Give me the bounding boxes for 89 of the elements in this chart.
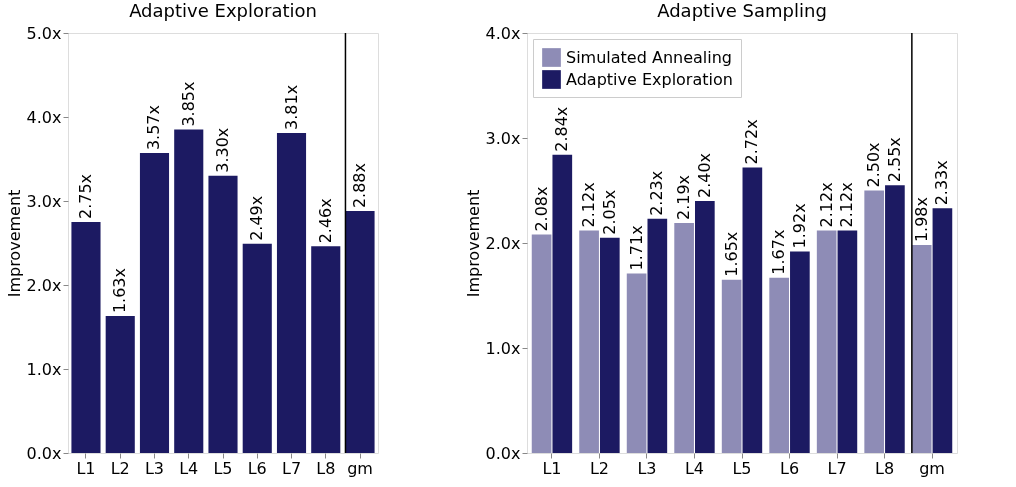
y-tick-label: 4.0x <box>26 107 62 127</box>
data-label: 2.50x <box>864 142 884 188</box>
x-tick-label: L1 <box>76 458 96 478</box>
legend-label: Simulated Annealing <box>566 47 732 67</box>
bar <box>71 222 101 453</box>
x-tick-label: L3 <box>144 458 165 478</box>
x-tick-label: L3 <box>637 458 657 478</box>
bar <box>599 237 620 453</box>
data-label: 2.05x <box>599 189 619 235</box>
bar <box>742 167 763 453</box>
bar <box>864 190 885 453</box>
bar <box>105 316 135 453</box>
legend-label: Adaptive Exploration <box>566 69 733 89</box>
x-tick-label: L7 <box>281 458 302 478</box>
x-tick-label: L5 <box>213 458 233 478</box>
data-label: 2.19x <box>674 174 694 221</box>
data-label: 2.72x <box>742 119 762 165</box>
data-label: 2.40x <box>694 152 714 198</box>
data-label: 3.30x <box>213 127 232 173</box>
data-label: 1.98x <box>911 197 931 243</box>
data-label: 2.12x <box>837 182 857 228</box>
bar <box>552 154 573 453</box>
y-tick-label: 1.0x <box>26 359 62 379</box>
bar <box>674 223 694 453</box>
x-tick-label: L5 <box>732 458 752 478</box>
data-label: 2.49x <box>247 195 267 241</box>
data-label: 2.08x <box>531 186 551 232</box>
x-tick-label: gm <box>347 458 373 478</box>
y-tick-label: 0.0x <box>26 443 62 463</box>
x-tick-label: L4 <box>684 458 705 478</box>
bar <box>579 230 599 453</box>
bar <box>208 175 238 453</box>
data-label: 2.88x <box>350 162 370 209</box>
bar <box>790 251 810 453</box>
y-axis-title: Improvement <box>4 189 24 298</box>
x-tick-label: L6 <box>779 458 800 478</box>
y-tick-label: 3.0x <box>485 128 521 148</box>
bar <box>647 218 668 453</box>
y-tick-label: 3.0x <box>26 191 62 211</box>
data-label: 1.92x <box>789 203 809 249</box>
y-tick-label: 2.0x <box>26 275 62 295</box>
bar <box>885 185 905 453</box>
data-label: 2.46x <box>315 198 335 244</box>
y-tick-label: 4.0x <box>485 23 521 43</box>
data-label: 2.75x <box>75 173 95 219</box>
data-label: 1.63x <box>110 267 130 314</box>
bar <box>531 234 552 453</box>
x-tick-label: L2 <box>589 458 610 478</box>
bar <box>242 243 272 453</box>
bar <box>311 246 341 453</box>
data-label: 3.81x <box>281 84 301 130</box>
bar <box>174 129 204 453</box>
data-label: 2.12x <box>579 182 599 228</box>
x-tick-label: L2 <box>110 458 130 478</box>
data-label: 3.85x <box>178 81 198 127</box>
data-label: 1.67x <box>769 229 789 275</box>
bar <box>276 132 307 453</box>
bar <box>816 230 837 453</box>
data-label: 1.71x <box>626 225 646 271</box>
x-tick-label: L6 <box>247 458 267 478</box>
data-label: 2.23x <box>647 170 667 216</box>
data-label: 2.55x <box>884 137 904 183</box>
y-tick-label: 2.0x <box>485 233 521 253</box>
bar <box>721 279 742 453</box>
x-tick-label: L8 <box>316 458 336 478</box>
y-tick-label: 0.0x <box>485 443 521 463</box>
y-tick-label: 5.0x <box>26 23 62 43</box>
x-tick-label: L4 <box>179 458 199 478</box>
bar <box>837 230 858 453</box>
y-axis-title: Improvement <box>463 189 483 298</box>
bar <box>911 245 932 453</box>
x-tick-label: gm <box>919 458 945 478</box>
x-tick-label: L7 <box>827 458 847 478</box>
bar <box>769 277 789 453</box>
data-label: 1.65x <box>721 231 741 277</box>
bar <box>345 211 375 453</box>
data-label: 2.84x <box>552 106 572 152</box>
bar <box>932 208 953 453</box>
y-tick-label: 1.0x <box>485 338 521 358</box>
data-label: 3.57x <box>144 105 164 151</box>
data-label: 2.12x <box>816 182 836 228</box>
x-tick-label: L8 <box>874 458 895 478</box>
data-label: 2.33x <box>932 160 952 206</box>
chart-title: Adaptive Sampling <box>657 0 827 21</box>
chart-title: Adaptive Exploration <box>129 0 317 21</box>
bar <box>695 201 715 453</box>
bar <box>139 153 170 453</box>
bar <box>626 273 647 453</box>
x-tick-label: L1 <box>542 458 562 478</box>
